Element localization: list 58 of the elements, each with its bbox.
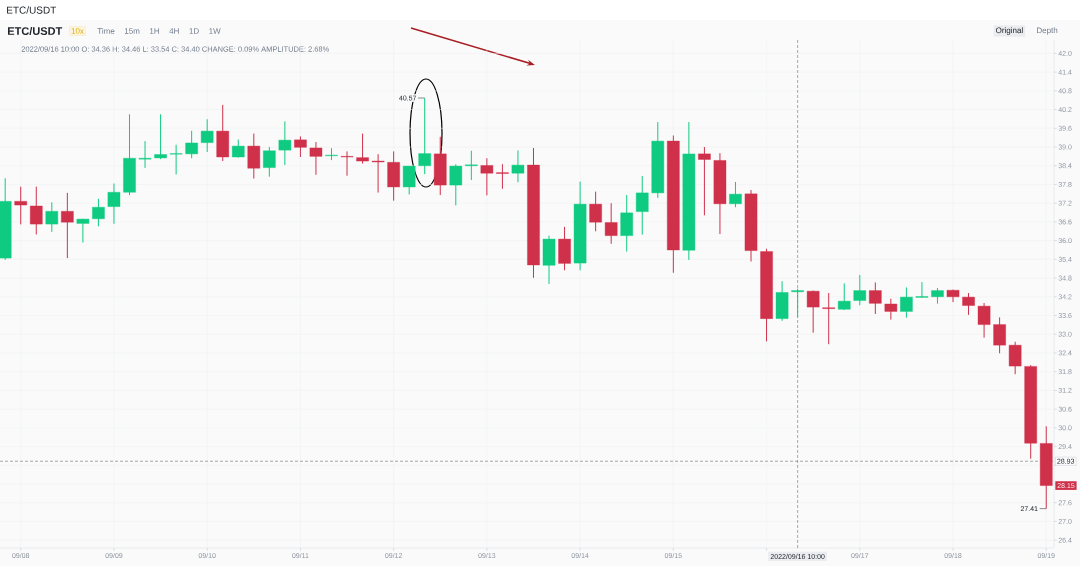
candlestick <box>309 141 323 176</box>
candlestick <box>76 218 90 243</box>
candlestick <box>232 139 245 159</box>
candlestick <box>869 281 882 315</box>
candlestick <box>200 118 214 153</box>
candlestick <box>604 202 618 245</box>
candlestick <box>729 181 742 208</box>
chart-title: ETC/USDT <box>7 6 57 14</box>
candlestick <box>915 281 929 299</box>
candlestick <box>138 140 152 169</box>
candlestick <box>449 163 463 206</box>
candlestick <box>1008 341 1022 375</box>
candlestick <box>356 133 369 165</box>
text: 1W <box>209 28 221 34</box>
candlestick <box>61 192 74 259</box>
candlestick <box>418 97 431 175</box>
candlestick <box>247 133 261 180</box>
candlestick <box>589 191 602 232</box>
candlestick <box>511 149 525 183</box>
candlestick <box>837 282 851 311</box>
chart-title: ETC/USDT <box>8 26 63 36</box>
text: 1H <box>149 28 159 34</box>
candlestick <box>853 274 867 306</box>
text: 1D <box>189 28 199 34</box>
candlestick <box>14 186 27 225</box>
candlestick <box>185 130 198 159</box>
candlestick <box>107 183 121 225</box>
candlestick <box>962 292 975 316</box>
candlestick <box>791 288 804 318</box>
text: Original <box>996 27 1023 35</box>
candlestick <box>698 146 711 216</box>
candlestick <box>977 302 991 339</box>
candlestick <box>635 175 649 236</box>
candlestick <box>169 144 183 175</box>
text: 10x <box>71 28 84 34</box>
text: 4H <box>169 28 179 34</box>
text: 15m <box>124 28 140 34</box>
candlestick <box>993 316 1006 354</box>
candlestick <box>496 163 509 190</box>
candlestick <box>620 194 633 253</box>
candlestick <box>371 153 385 194</box>
text: Depth <box>1037 27 1058 35</box>
candlestick <box>402 165 416 195</box>
candlestick <box>278 120 292 166</box>
candlestick <box>884 298 898 321</box>
candlestick <box>480 157 494 196</box>
candlestick <box>822 292 835 345</box>
candlestick <box>263 146 276 178</box>
candlestick <box>806 290 820 334</box>
candlestick <box>45 201 59 233</box>
candlestick <box>465 150 478 181</box>
candlestick <box>30 186 43 235</box>
candlestick <box>340 150 354 177</box>
candlestick <box>154 113 167 160</box>
candlestick <box>92 198 105 227</box>
text: Time <box>97 28 115 34</box>
candlestick <box>900 286 913 319</box>
candlestick <box>294 135 307 158</box>
